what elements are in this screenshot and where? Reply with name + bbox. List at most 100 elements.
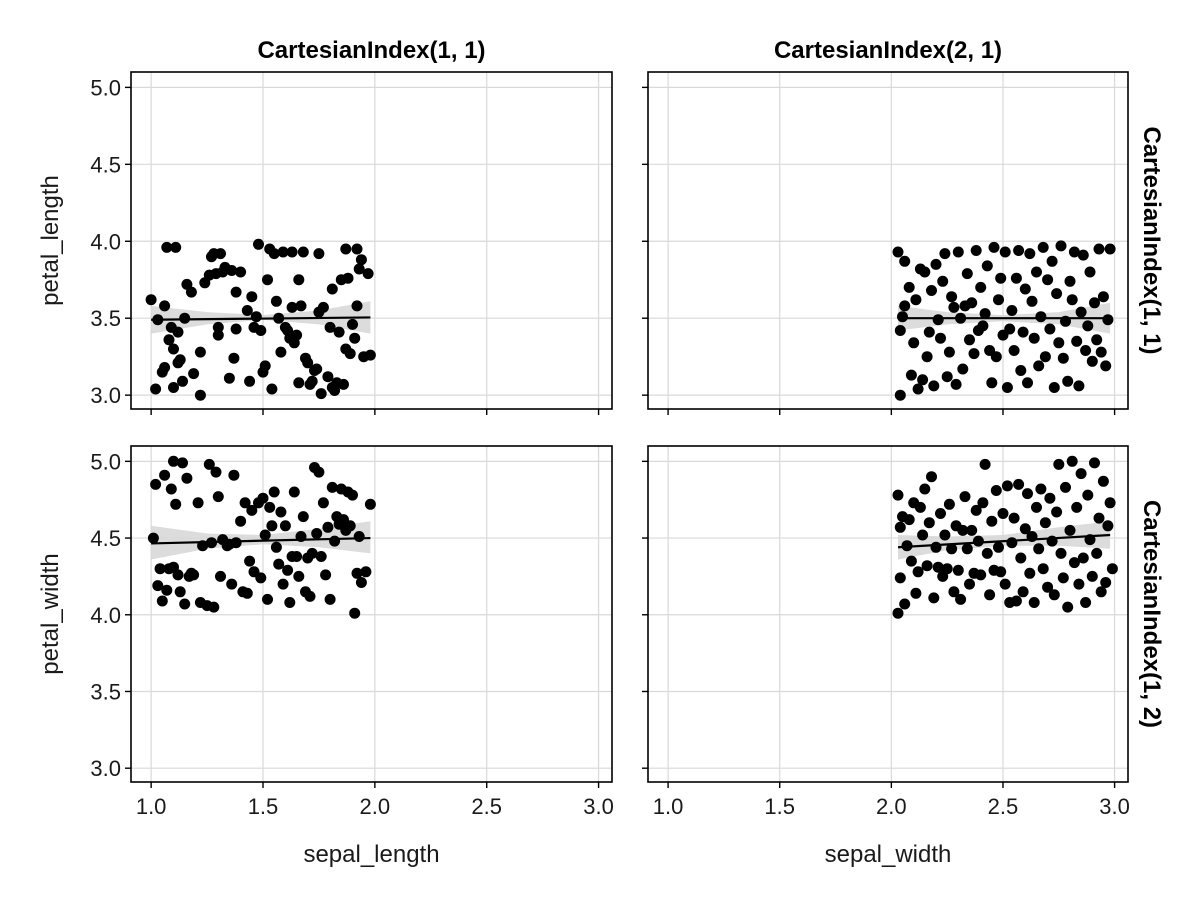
scatter-point bbox=[338, 378, 349, 390]
scatter-point bbox=[349, 607, 361, 619]
scatter-point bbox=[1013, 245, 1025, 256]
column-facet-title: CartesianIndex(1, 1) bbox=[257, 37, 485, 64]
scatter-point bbox=[161, 241, 173, 253]
scatter-point bbox=[1106, 563, 1118, 575]
scatter-point bbox=[1062, 601, 1074, 613]
scatter-point bbox=[970, 245, 982, 256]
scatter-point bbox=[1104, 243, 1116, 255]
scatter-point bbox=[181, 472, 193, 484]
scatter-point bbox=[147, 532, 159, 544]
row-facet-title: CartesianIndex(1, 2) bbox=[1138, 500, 1165, 728]
scatter-point bbox=[1010, 595, 1022, 607]
scatter-point bbox=[168, 343, 179, 355]
scatter-point bbox=[1089, 457, 1100, 469]
scatter-point bbox=[230, 323, 242, 335]
scatter-point bbox=[194, 389, 206, 401]
scatter-point bbox=[284, 597, 296, 608]
scatter-point bbox=[1008, 512, 1020, 524]
scatter-point bbox=[306, 547, 318, 559]
scatter-point bbox=[1062, 375, 1074, 387]
x-tick-label: 1.0 bbox=[136, 794, 167, 819]
scatter-point bbox=[1068, 246, 1080, 258]
panel-frame bbox=[130, 445, 613, 783]
scatter-point bbox=[1001, 382, 1013, 393]
scatter-point bbox=[262, 593, 273, 605]
scatter-point bbox=[917, 374, 929, 386]
scatter-point bbox=[999, 578, 1011, 590]
scatter-point bbox=[324, 321, 336, 333]
scatter-point bbox=[988, 241, 1000, 253]
scatter-point bbox=[255, 325, 267, 336]
scatter-point bbox=[964, 334, 975, 346]
scatter-point bbox=[894, 325, 906, 336]
scatter-point bbox=[228, 352, 240, 364]
scatter-point bbox=[1077, 249, 1089, 261]
scatter-point bbox=[159, 469, 171, 481]
scatter-point bbox=[322, 371, 334, 383]
scatter-point bbox=[259, 529, 271, 541]
scatter-point bbox=[1104, 497, 1116, 509]
x-tick-label: 3.0 bbox=[1099, 794, 1130, 819]
scatter-point bbox=[1051, 288, 1063, 300]
scatter-point bbox=[946, 543, 958, 555]
scatter-point bbox=[239, 497, 251, 509]
scatter-point bbox=[282, 564, 294, 576]
scatter-point bbox=[295, 300, 307, 312]
scatter-point bbox=[923, 326, 935, 338]
scatter-point bbox=[145, 294, 157, 306]
scatter-point bbox=[1024, 567, 1036, 579]
scatter-point bbox=[1064, 275, 1076, 287]
scatter-point bbox=[1071, 501, 1083, 513]
scatter-point bbox=[1066, 294, 1078, 306]
scatter-point bbox=[1077, 552, 1089, 564]
scatter-point bbox=[188, 368, 200, 380]
scatter-point bbox=[291, 329, 303, 341]
scatter-point bbox=[990, 351, 1002, 363]
y-tick-label: 3.5 bbox=[90, 306, 121, 331]
scatter-point bbox=[1004, 323, 1016, 335]
scatter-point bbox=[995, 272, 1007, 284]
scatter-point bbox=[264, 501, 276, 513]
scatter-point bbox=[1001, 480, 1013, 492]
scatter-point bbox=[1097, 475, 1109, 487]
scatter-point bbox=[168, 382, 179, 393]
scatter-point bbox=[1089, 297, 1100, 309]
scatter-point bbox=[262, 274, 273, 286]
scatter-point bbox=[1042, 274, 1054, 286]
scatter-point bbox=[1073, 578, 1085, 590]
facet-panel-4: 1.0 1.5 2.0 2.5 3.0 sepal_width CartesianIndex… bbox=[642, 445, 1165, 868]
scatter-point bbox=[926, 285, 937, 296]
scatter-point bbox=[977, 320, 989, 332]
scatter-point bbox=[1031, 266, 1042, 278]
scatter-point bbox=[1086, 355, 1098, 367]
scatter-point bbox=[223, 372, 235, 384]
y-tick-label: 3.0 bbox=[90, 756, 121, 781]
scatter-point bbox=[897, 311, 908, 323]
scatter-point bbox=[315, 388, 327, 400]
scatter-point bbox=[1035, 483, 1047, 495]
scatter-point bbox=[246, 504, 258, 516]
scatter-point bbox=[912, 566, 924, 578]
scatter-point bbox=[246, 291, 258, 303]
scatter-point bbox=[975, 281, 987, 293]
x-tick-label: 2.5 bbox=[988, 794, 1019, 819]
scatter-point bbox=[324, 593, 336, 605]
scatter-point bbox=[279, 520, 291, 532]
scatter-point bbox=[1080, 345, 1092, 356]
scatter-point bbox=[326, 283, 338, 295]
scatter-point bbox=[1102, 314, 1114, 326]
scatter-point bbox=[203, 458, 215, 470]
scatter-point bbox=[970, 504, 982, 516]
scatter-point bbox=[313, 248, 325, 260]
scatter-point bbox=[905, 369, 917, 381]
scatter-point bbox=[914, 501, 926, 513]
scatter-point bbox=[1095, 586, 1107, 598]
facet-panel-2: CartesianIndex(2, 1) CartesianIndex(1, 1) bbox=[642, 37, 1165, 415]
scatter-point bbox=[349, 332, 361, 344]
scatter-point bbox=[1064, 524, 1076, 536]
scatter-point bbox=[150, 478, 162, 490]
scatter-point bbox=[1051, 506, 1063, 518]
scatter-point bbox=[1097, 291, 1109, 303]
